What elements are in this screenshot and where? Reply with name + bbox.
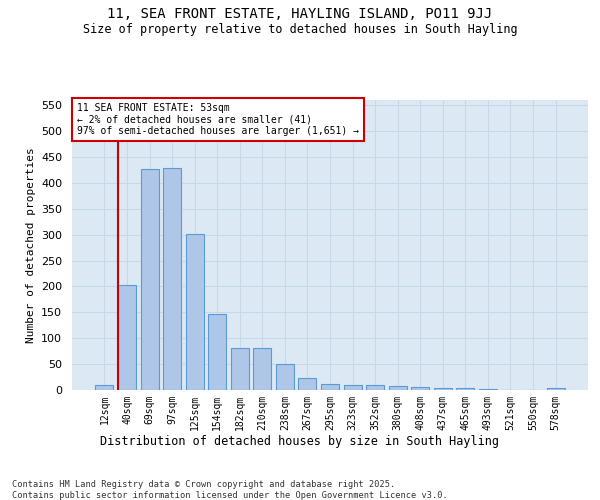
Bar — [321, 384, 339, 390]
Text: Contains HM Land Registry data © Crown copyright and database right 2025.
Contai: Contains HM Land Registry data © Crown c… — [12, 480, 448, 500]
Bar — [298, 378, 316, 390]
Bar — [253, 348, 271, 390]
Bar — [366, 385, 384, 390]
Bar — [456, 388, 475, 390]
Bar — [95, 385, 113, 390]
Bar — [231, 348, 249, 390]
Bar — [208, 314, 226, 390]
Bar — [547, 388, 565, 390]
Text: Size of property relative to detached houses in South Hayling: Size of property relative to detached ho… — [83, 22, 517, 36]
Bar — [140, 169, 158, 390]
Bar — [344, 385, 362, 390]
Bar — [118, 286, 136, 390]
Bar — [434, 388, 452, 390]
Text: Distribution of detached houses by size in South Hayling: Distribution of detached houses by size … — [101, 435, 499, 448]
Bar — [185, 234, 204, 390]
Bar — [163, 168, 181, 390]
Text: 11, SEA FRONT ESTATE, HAYLING ISLAND, PO11 9JJ: 11, SEA FRONT ESTATE, HAYLING ISLAND, PO… — [107, 8, 493, 22]
Bar — [411, 388, 429, 390]
Text: 11 SEA FRONT ESTATE: 53sqm
← 2% of detached houses are smaller (41)
97% of semi-: 11 SEA FRONT ESTATE: 53sqm ← 2% of detac… — [77, 103, 359, 136]
Bar — [276, 364, 294, 390]
Y-axis label: Number of detached properties: Number of detached properties — [26, 147, 35, 343]
Bar — [389, 386, 407, 390]
